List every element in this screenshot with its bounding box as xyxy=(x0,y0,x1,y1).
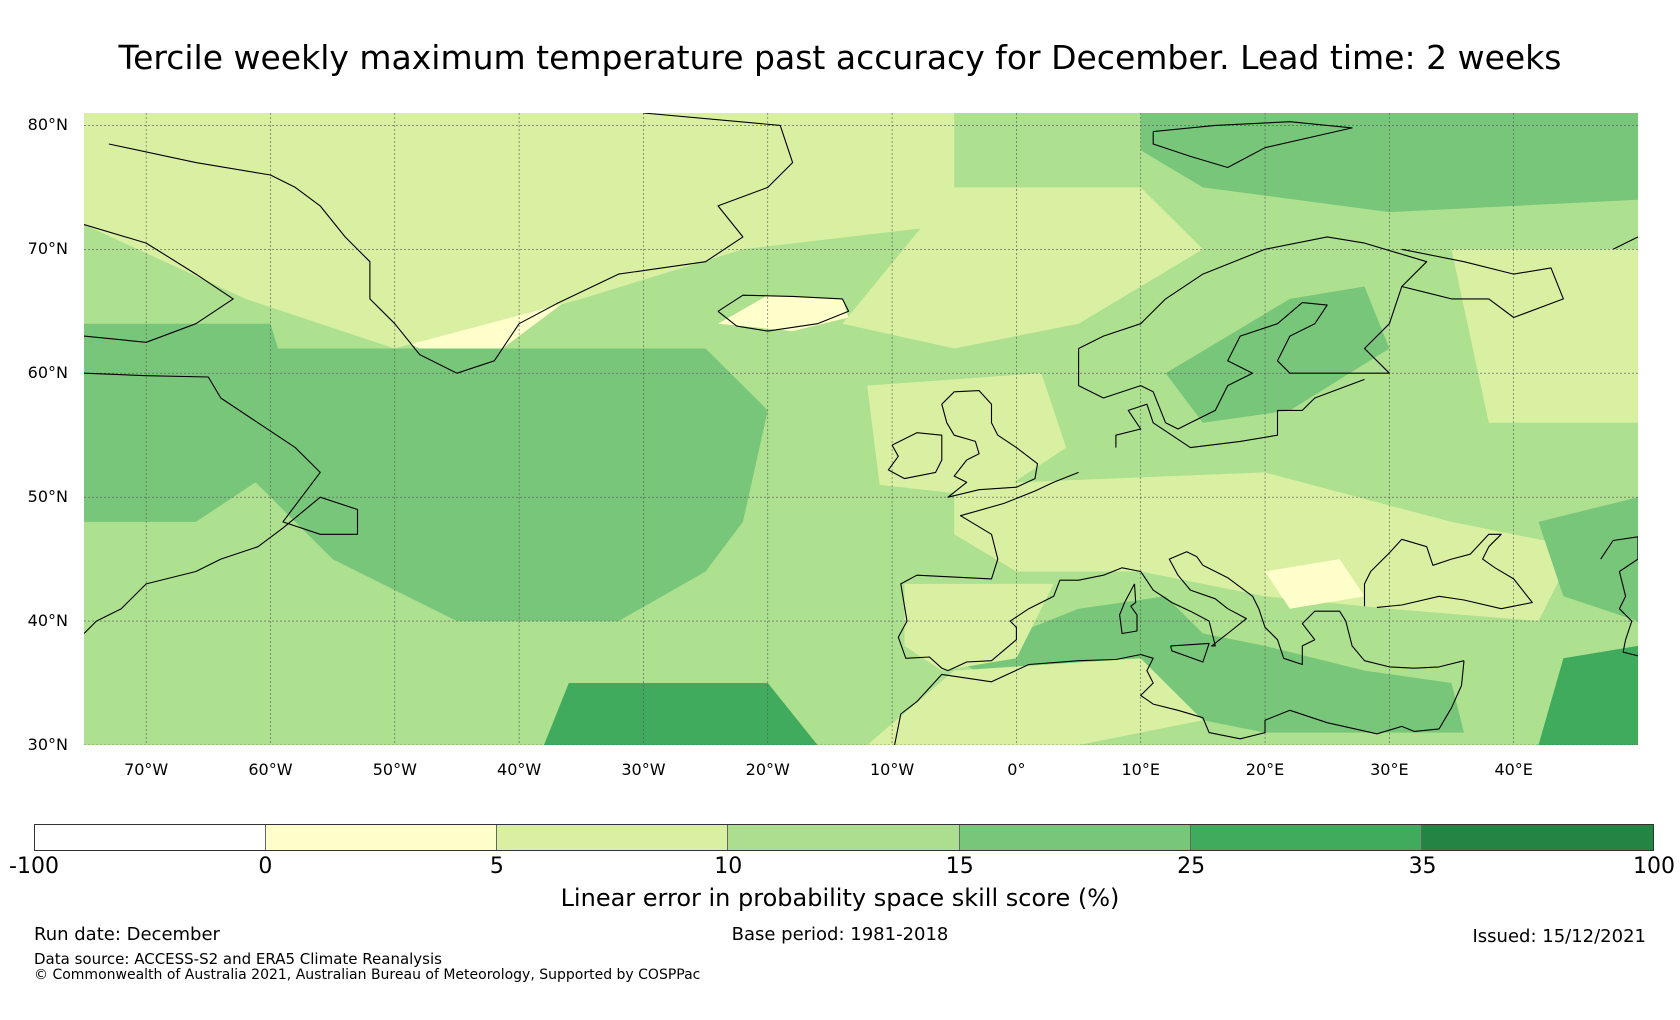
lon-tick-label: 20°W xyxy=(745,760,790,779)
colorbar-tick-label: 100 xyxy=(1633,854,1675,879)
lat-tick-label: 30°N xyxy=(27,735,68,754)
lat-tick-label: 40°N xyxy=(27,611,68,631)
colorbar-segment xyxy=(497,825,729,850)
issued-date: Issued: 15/12/2021 xyxy=(1472,926,1646,947)
lon-tick-label: 40°E xyxy=(1494,760,1533,779)
skill-region-iceland xyxy=(718,295,849,332)
colorbar-segment xyxy=(959,825,1191,850)
colorbar-tick-label: 5 xyxy=(489,854,504,879)
coastline-france-iberia xyxy=(897,471,1465,672)
lon-tick-label: 10°W xyxy=(869,760,915,779)
lon-tick-label: 30°W xyxy=(621,760,666,779)
lon-tick-label: 0° xyxy=(1007,760,1026,779)
colorbar-segment xyxy=(1190,825,1422,850)
map-title: Tercile weekly maximum temperature past … xyxy=(118,38,1562,77)
coastline-caspian xyxy=(1600,536,1638,657)
colorbar-tick-label: -100 xyxy=(9,854,59,879)
colorbar-segment xyxy=(1421,825,1653,850)
lat-tick-label: 80°N xyxy=(27,115,68,135)
coastline-ireland xyxy=(887,432,943,480)
coastline-great-britain xyxy=(941,390,1039,498)
coastline-iceland-coast xyxy=(717,294,850,332)
map-panel xyxy=(84,113,1638,745)
colorbar-label: Linear error in probability space skill … xyxy=(560,884,1120,912)
colorbar-tick-label: 0 xyxy=(258,854,273,879)
coastline-labrador-newfoundland xyxy=(84,372,359,634)
colorbar xyxy=(34,824,1654,851)
colorbar-tick-label: 25 xyxy=(1177,854,1206,879)
skill-region-norwegian-sea-east xyxy=(842,187,1203,349)
coastline-russia-north-coast xyxy=(1401,248,1564,319)
coastline-black-sea xyxy=(1363,533,1533,610)
coastline-europe-west-coast xyxy=(1115,378,1365,449)
run-date: Run date: December xyxy=(34,924,220,945)
skill-region-labrador-coast xyxy=(84,323,308,522)
skill-region-nw-africa xyxy=(867,658,1203,745)
lat-tick-label: 70°N xyxy=(27,239,68,259)
coastline-svalbard xyxy=(1152,121,1353,169)
skill-region-russia-north xyxy=(1451,249,1638,423)
coastline-greenland-coast xyxy=(108,113,794,374)
colorbar-segment xyxy=(266,825,498,850)
skill-map xyxy=(84,113,1638,745)
data-source: Data source: ACCESS-S2 and ERA5 Climate … xyxy=(34,950,442,968)
coastline-sicily xyxy=(1170,642,1210,663)
lon-tick-label: 70°W xyxy=(124,760,169,779)
lat-tick-label: 60°N xyxy=(27,363,68,383)
skill-region-uk-northsea xyxy=(867,373,1067,498)
colorbar-tick-label: 10 xyxy=(714,854,743,879)
lon-tick-label: 50°W xyxy=(372,760,417,779)
lat-tick-label: 50°N xyxy=(27,487,68,507)
base-period: Base period: 1981-2018 xyxy=(731,924,949,945)
coastline-north-africa xyxy=(894,653,1465,745)
lon-tick-label: 60°W xyxy=(248,760,293,779)
coastline-novaya-zemlya-edge xyxy=(1612,236,1638,250)
coastline-baffin-island xyxy=(84,223,234,343)
skill-region-subtropical-atlantic xyxy=(544,683,818,745)
skill-region-north-atlantic-core xyxy=(245,348,768,622)
colorbar-segment xyxy=(728,825,960,850)
skill-region-scandinavia-inland xyxy=(1165,286,1390,423)
colorbar-segment xyxy=(35,825,267,850)
coastline-corsica-sardinia xyxy=(1119,583,1138,635)
lon-tick-label: 30°E xyxy=(1370,760,1409,779)
colorbar-tick-label: 35 xyxy=(1408,854,1437,879)
coastline-scandinavia xyxy=(1078,236,1428,430)
skill-region-east-mediterranean-edge xyxy=(1538,645,1638,745)
skill-region-balkans-high xyxy=(1265,559,1365,609)
lon-tick-label: 20°E xyxy=(1245,760,1285,779)
colorbar-tick-label: 15 xyxy=(945,854,974,879)
lon-tick-label: 40°W xyxy=(497,760,542,779)
copyright: © Commonwealth of Australia 2021, Austra… xyxy=(34,967,701,983)
skill-region-caspian-east xyxy=(1538,497,1638,622)
lon-tick-label: 10°E xyxy=(1121,760,1160,779)
